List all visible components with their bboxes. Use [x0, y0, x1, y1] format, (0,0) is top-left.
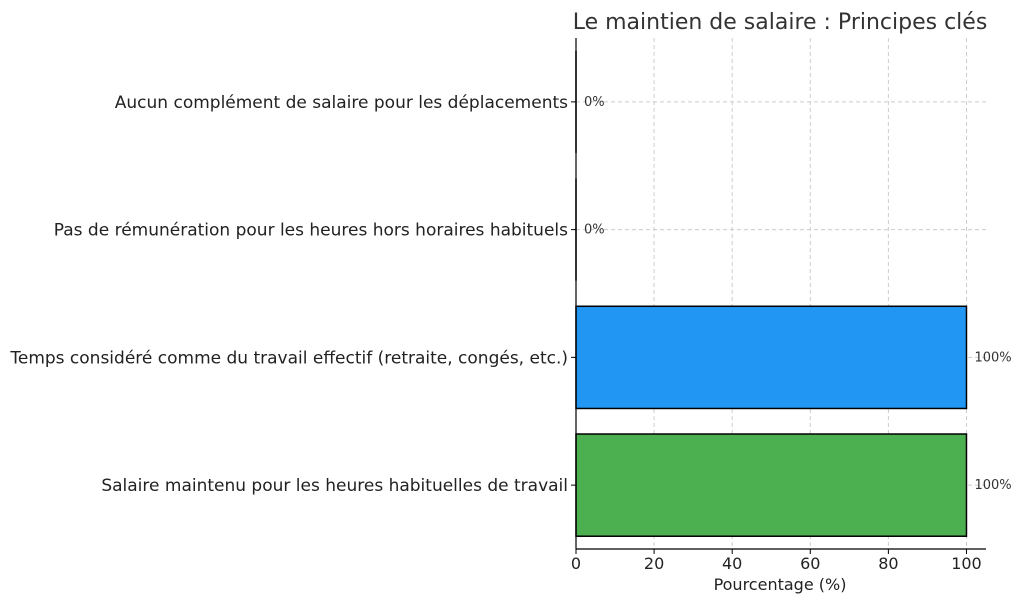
category-label: Temps considéré comme du travail effecti…: [9, 348, 568, 368]
x-tick-label: 20: [644, 554, 664, 573]
x-axis-label: Pourcentage (%): [714, 575, 847, 594]
value-labels: 0% 0% 100% 100%: [584, 95, 1012, 493]
bars: [575, 50, 968, 537]
x-tick-label: 100: [951, 554, 982, 573]
bar: [575, 433, 968, 537]
x-tick-label: 80: [878, 554, 898, 573]
category-label: Aucun complément de salaire pour les dép…: [115, 93, 568, 113]
value-label: 0%: [584, 95, 605, 110]
x-tick-label: 60: [800, 554, 820, 573]
x-tick-labels: 0 20 40 60 80 100: [571, 101, 982, 573]
chart-title: Le maintien de salaire : Principes clés: [573, 10, 988, 35]
value-label: 100%: [974, 478, 1011, 493]
category-label: Salaire maintenu pour les heures habitue…: [101, 476, 568, 496]
category-labels: Aucun complément de salaire pour les dép…: [9, 93, 568, 496]
x-tick-label: 0: [571, 554, 581, 573]
value-label: 100%: [974, 350, 1011, 365]
axes: [575, 38, 986, 550]
value-label: 0%: [584, 223, 605, 238]
bar: [575, 305, 968, 410]
category-label: Pas de rémunération pour les heures hors…: [54, 221, 568, 241]
x-tick-label: 40: [722, 554, 742, 573]
